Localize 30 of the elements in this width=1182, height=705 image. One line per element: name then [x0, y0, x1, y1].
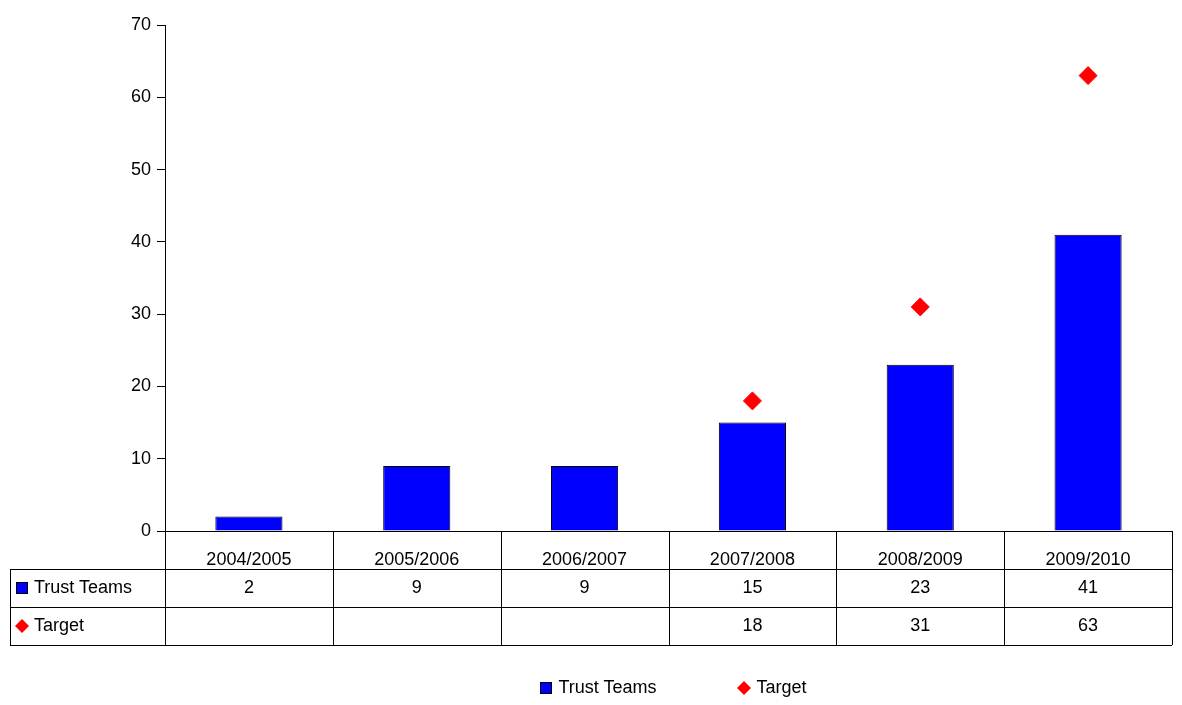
y-tick-label: 70: [130, 13, 151, 34]
x-tick-label: 2004/2005: [206, 548, 292, 569]
y-tick-label: 0: [140, 519, 151, 540]
point: [1078, 66, 1098, 86]
text: Target: [34, 614, 85, 635]
y-tick-label: 60: [130, 86, 151, 107]
x-tick-label: 2009/2010: [1045, 548, 1131, 569]
y-tick-label: 10: [130, 447, 151, 468]
data-label: 15: [742, 576, 763, 597]
legend-label: Trust Teams: [34, 576, 133, 597]
data-label: 2: [243, 576, 254, 597]
data-label: 9: [411, 576, 422, 597]
text: Trust Teams: [558, 677, 657, 697]
x-tick-label: 2005/2006: [374, 548, 460, 569]
point: [910, 297, 930, 317]
data-label: 9: [579, 576, 590, 597]
y-tick-label: 30: [130, 303, 151, 324]
x-tick-label: 2007/2008: [709, 548, 795, 569]
data-label: 63: [1078, 614, 1099, 635]
data-label: 41: [1078, 576, 1099, 597]
data-label: 23: [910, 576, 931, 597]
x-tick-label: 2006/2007: [542, 548, 628, 569]
x-tick-label: 2008/2009: [877, 548, 963, 569]
data-label: 31: [910, 614, 931, 635]
y-tick-label: 50: [130, 158, 151, 179]
y-tick-label: 20: [130, 375, 151, 396]
point: [742, 391, 762, 411]
data-label: 18: [742, 614, 763, 635]
y-tick-label: 40: [130, 230, 151, 251]
legend-label: Target: [756, 677, 807, 698]
